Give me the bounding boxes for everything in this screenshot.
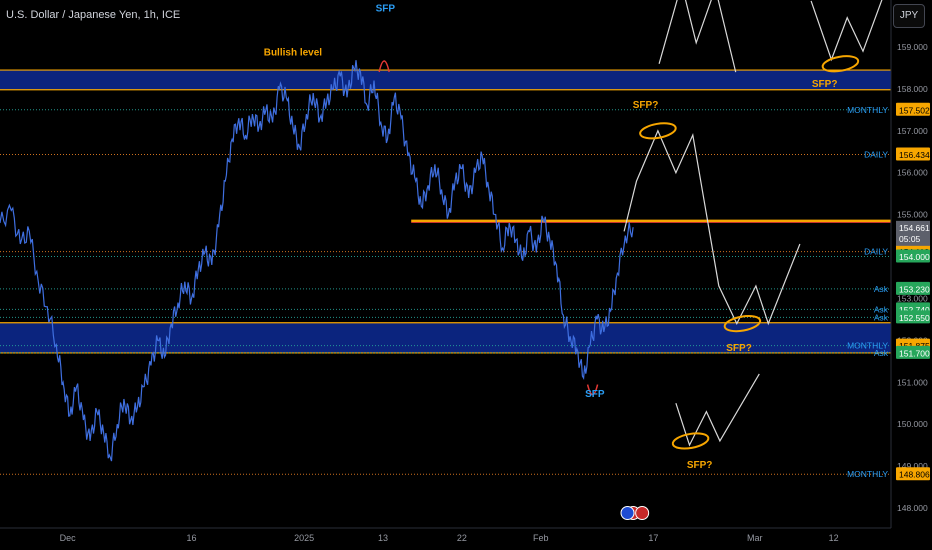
price-tag-0: 157.502 (899, 105, 930, 115)
sfp-arc-0 (378, 60, 390, 73)
level-tag-1: DAILY (864, 150, 888, 160)
y-tick-1: 149.000 (897, 461, 928, 471)
price-tag-bg-4 (896, 281, 930, 295)
x-tick-3: 13 (378, 533, 388, 543)
price-tag-9: 148.806 (899, 470, 930, 480)
level-tag-7: MONTHLY (847, 341, 888, 351)
price-tag-1: 156.434 (899, 150, 930, 160)
annotation-4: SFP? (812, 79, 838, 90)
y-tick-8: 156.000 (897, 168, 928, 178)
projection-path-0 (658, 0, 737, 73)
level-tag-8: Ask (874, 348, 889, 358)
projection-path-3 (675, 373, 760, 447)
zone-band-1 (0, 322, 891, 353)
x-tick-6: 17 (648, 533, 658, 543)
price-tag-4: 153.230 (899, 284, 930, 294)
annotation-0: Bullish level (264, 47, 323, 58)
chart-title: U.S. Dollar / Japanese Yen, 1h, ICE (6, 9, 181, 21)
price-tag-bg-3 (896, 249, 930, 263)
event-flag-us (620, 506, 635, 520)
x-tick-7: Mar (747, 533, 763, 543)
price-tag-bg-1 (896, 147, 930, 161)
currency-button[interactable]: JPY (893, 4, 925, 28)
y-tick-7: 155.000 (897, 210, 928, 220)
x-tick-8: 12 (829, 533, 839, 543)
price-tag-bg-0 (896, 102, 930, 116)
current-price-bg (896, 220, 930, 246)
price-tag-bg-6 (896, 310, 930, 324)
level-tag-0: MONTHLY (847, 105, 888, 115)
annotation-7: SFP? (687, 460, 713, 471)
sfp-ellipse-6 (671, 432, 710, 450)
level-tag-6: Ask (874, 312, 889, 322)
price-tag-bg-9 (896, 467, 930, 481)
level-tag-9: MONTHLY (847, 469, 888, 479)
current-price-countdown: 05:05 (899, 234, 921, 244)
sfp-ellipse-4 (639, 122, 677, 140)
price-tag-8: 151.700 (899, 348, 930, 358)
y-tick-10: 158.000 (897, 84, 928, 94)
price-tag-6: 152.550 (899, 313, 930, 323)
x-tick-0: Dec (60, 533, 77, 543)
zone-band-0 (0, 70, 891, 90)
price-tag-5: 152.740 (899, 305, 930, 315)
x-tick-4: 22 (457, 533, 467, 543)
price-tag-3: 154.000 (899, 252, 930, 262)
price-axis-bg (891, 0, 932, 550)
annotation-2: SFP (585, 389, 605, 400)
x-tick-5: Feb (533, 533, 549, 543)
projection-path-2 (623, 129, 801, 326)
annotation-6: SFP? (726, 343, 752, 354)
x-tick-2: 2025 (294, 533, 314, 543)
level-tag-5: Ask (874, 304, 889, 314)
annotation-1: SFP (376, 3, 396, 14)
sfp-arc-1 (586, 384, 599, 396)
sfp-ellipse-3 (821, 55, 860, 73)
current-price-value: 154.661 (899, 223, 930, 233)
annotation-5: SFP? (633, 100, 659, 111)
y-tick-5: 153.000 (897, 293, 928, 303)
level-tag-4: Ask (874, 284, 889, 294)
sfp-ellipse-5 (723, 315, 762, 333)
y-tick-3: 151.000 (897, 377, 928, 387)
x-tick-1: 16 (187, 533, 197, 543)
y-tick-11: 159.000 (897, 42, 928, 52)
event-flag-1 (635, 506, 650, 520)
price-series-line (0, 60, 634, 462)
level-tag-2: DAILY (864, 247, 888, 257)
y-tick-2: 150.000 (897, 419, 928, 429)
y-tick-9: 157.000 (897, 126, 928, 136)
projection-path-1 (810, 0, 883, 62)
price-tag-bg-8 (896, 345, 930, 359)
y-tick-0: 148.000 (897, 503, 928, 513)
